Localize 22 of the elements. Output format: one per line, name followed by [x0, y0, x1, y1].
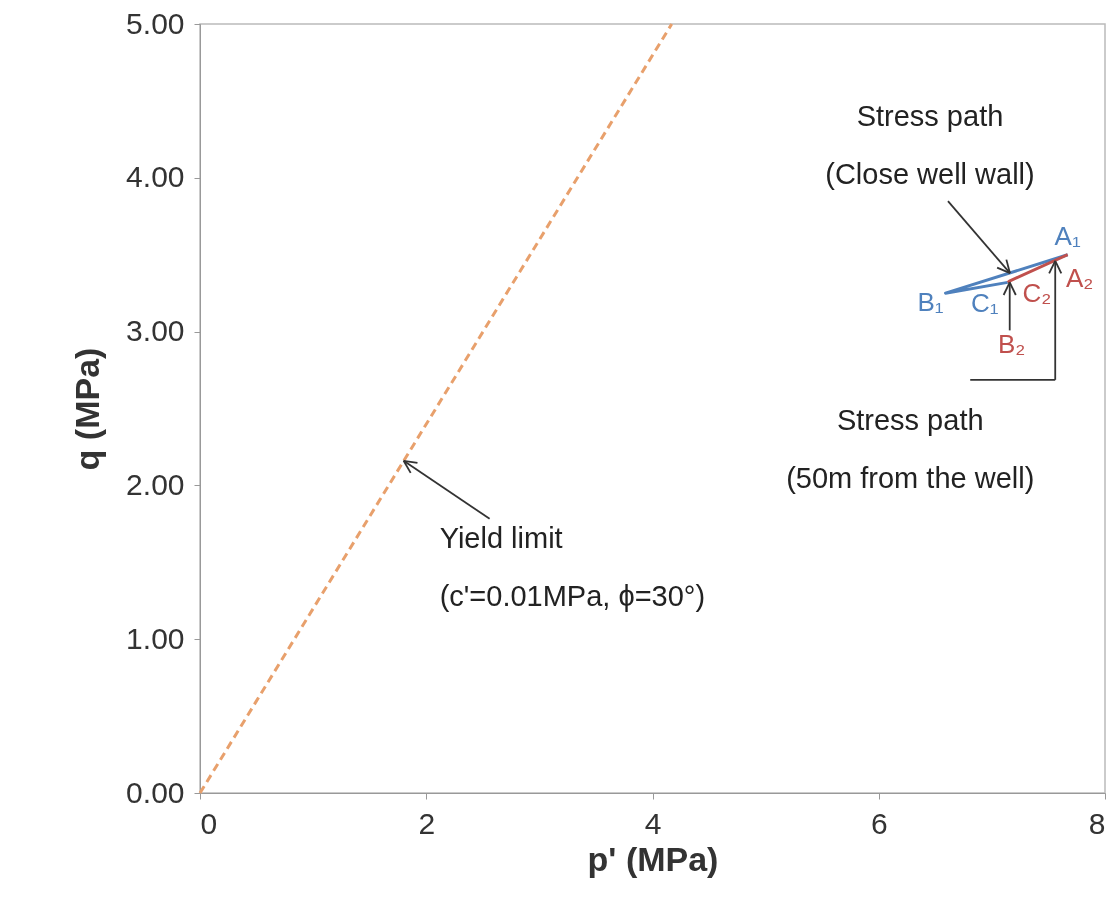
data-label: B₂: [997, 329, 1026, 360]
data-label: A₂: [1065, 262, 1094, 293]
annotation: Stress path (50m from the well): [786, 403, 1035, 494]
y-tick-label: 5.00: [126, 6, 185, 40]
x-tick-label: 8: [1088, 806, 1106, 840]
x-tick-label: 6: [870, 806, 888, 840]
y-tick-label: 0.00: [126, 775, 185, 809]
data-label: B₁: [917, 287, 944, 318]
annotation: Stress path (Close well wall): [825, 100, 1035, 191]
data-label: C₂: [1022, 277, 1052, 308]
x-tick-label: 4: [644, 806, 662, 840]
y-tick-label: 1.00: [126, 621, 185, 655]
annotation: Yield limit (c'=0.01MPa, ϕ=30°): [439, 521, 706, 612]
x-tick-label: 2: [418, 806, 436, 840]
y-tick-label: 4.00: [126, 160, 185, 194]
y-tick-label: 3.00: [126, 314, 185, 348]
y-axis-title: q (MPa): [68, 347, 107, 471]
data-label: A₁: [1054, 220, 1081, 251]
x-axis-title: p' (MPa): [587, 839, 719, 878]
y-tick-label: 2.00: [126, 467, 185, 501]
x-tick-label: 0: [200, 806, 218, 840]
data-label: C₁: [970, 288, 999, 319]
